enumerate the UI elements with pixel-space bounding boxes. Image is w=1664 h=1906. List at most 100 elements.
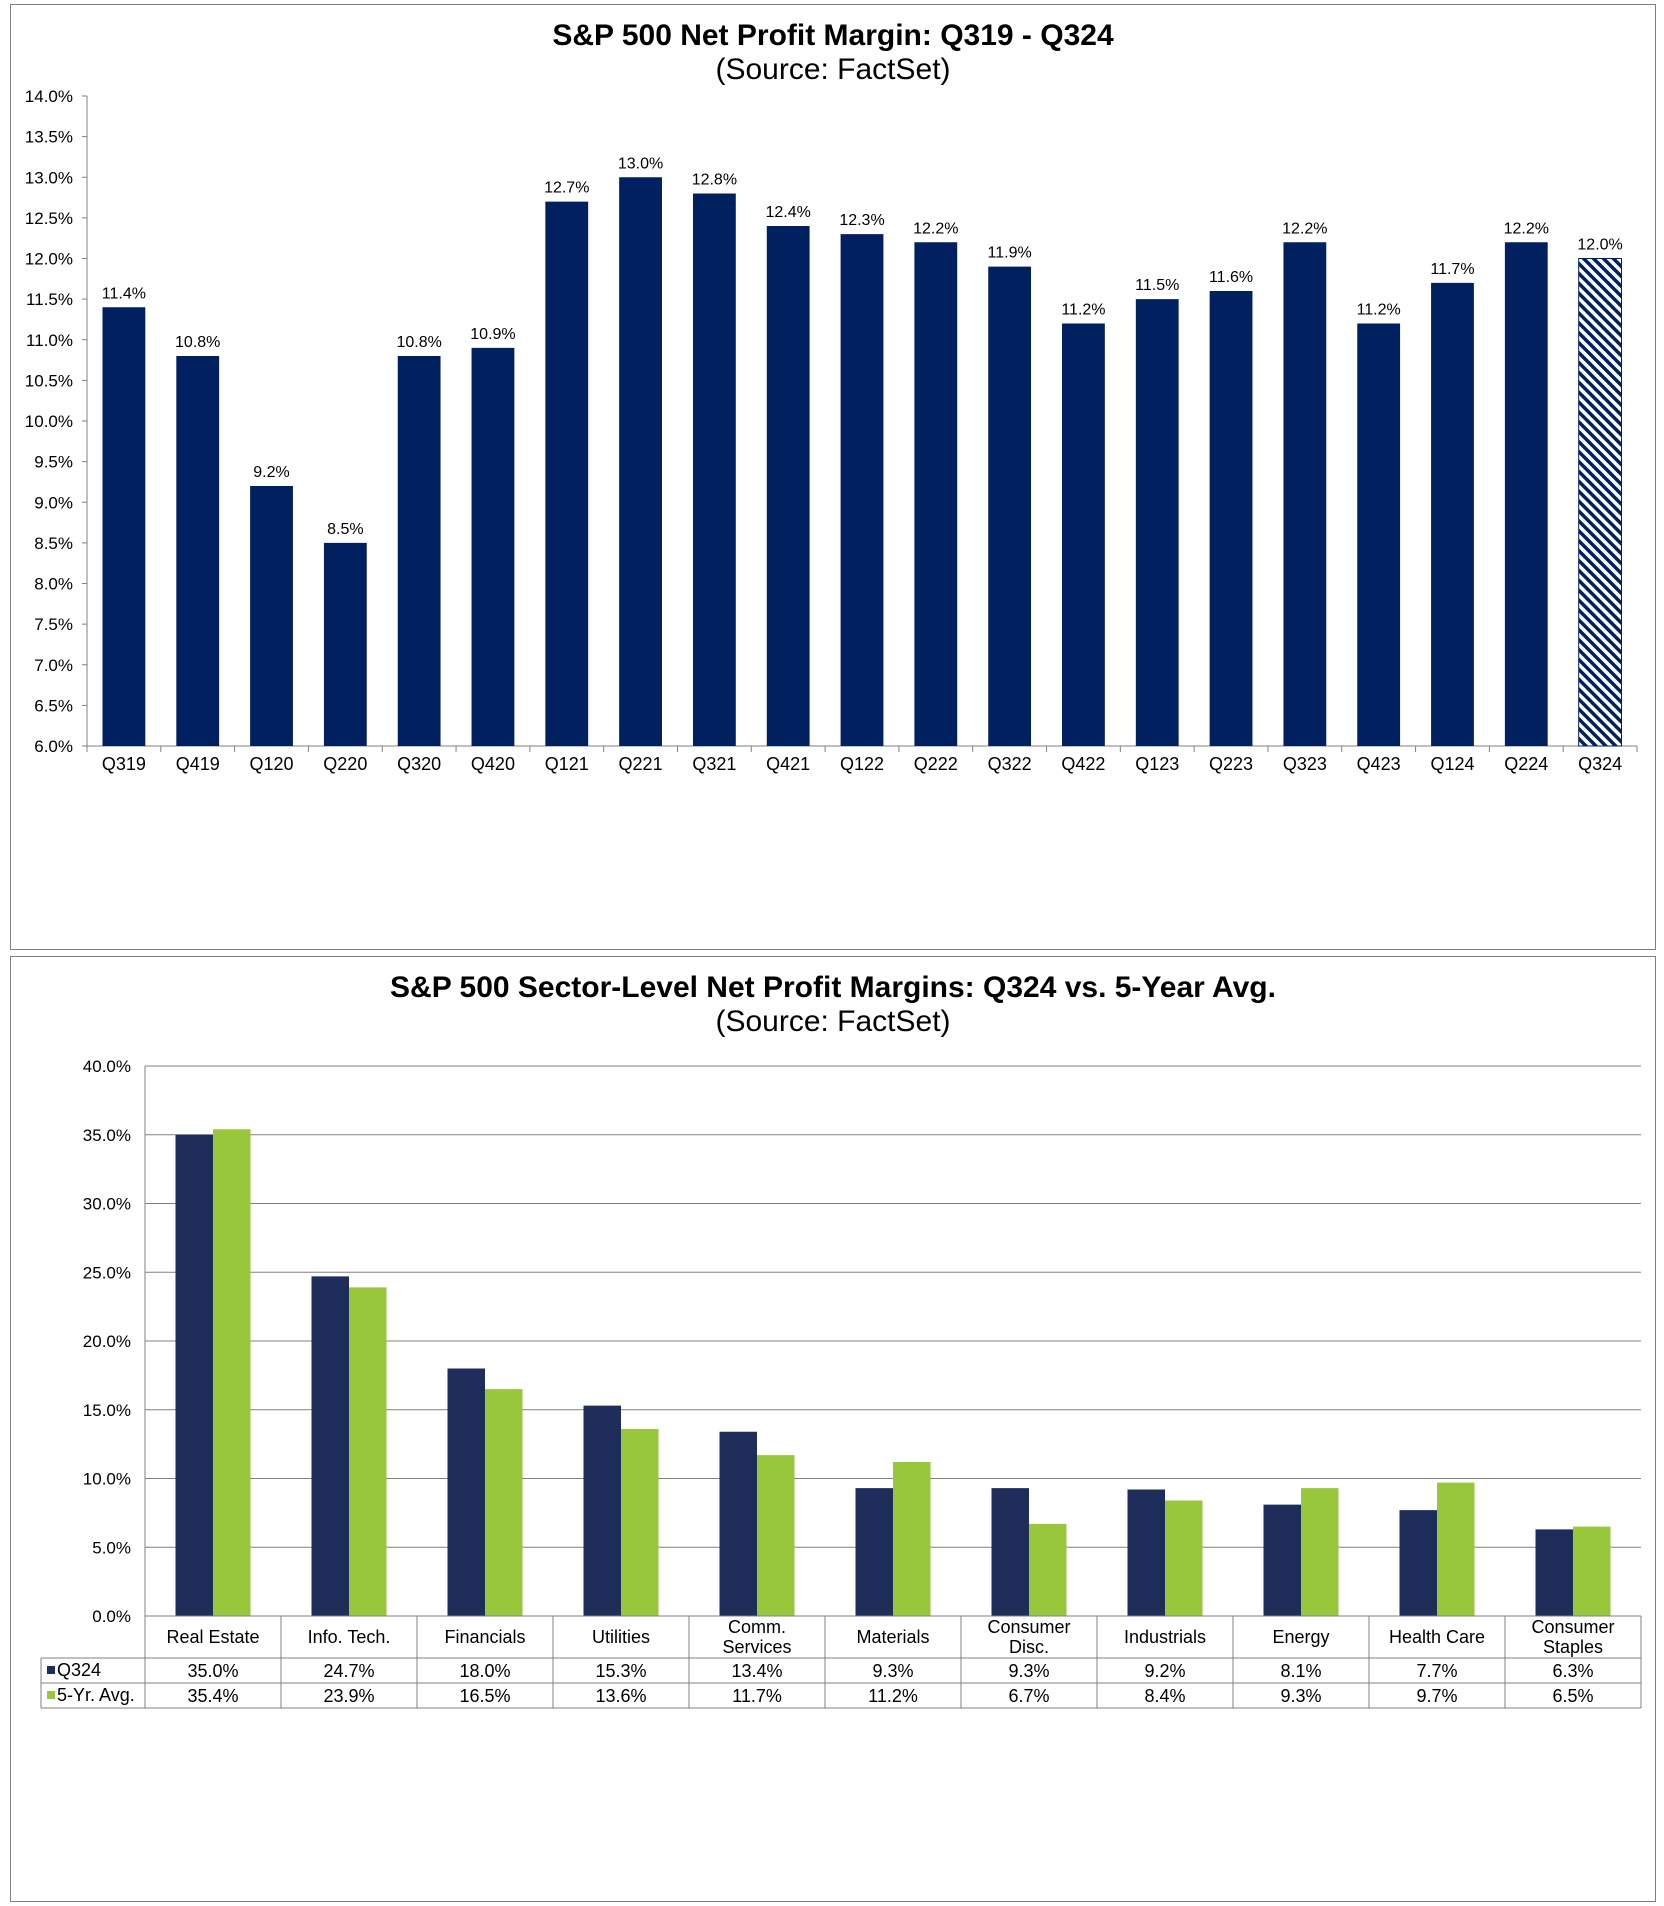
chart2-legend-label: Q324 xyxy=(57,1660,101,1680)
chart1-bar xyxy=(176,356,220,746)
chart2-bar-q324 xyxy=(855,1488,893,1616)
chart2-legend-key-q324 xyxy=(47,1666,55,1674)
chart2-table-value: 16.5% xyxy=(459,1686,510,1706)
chart2-table-value: 9.3% xyxy=(1008,1661,1049,1681)
chart1-y-tick-label: 11.0% xyxy=(26,331,73,350)
chart1-category-label: Q221 xyxy=(619,754,663,774)
chart1-category-label: Q220 xyxy=(323,754,367,774)
chart2-category-label: Info. Tech. xyxy=(308,1627,391,1647)
chart2-table-value: 6.7% xyxy=(1008,1686,1049,1706)
chart2-category-label: Financials xyxy=(444,1627,525,1647)
chart1-bar xyxy=(1578,258,1622,747)
chart1-category-label: Q422 xyxy=(1061,754,1105,774)
chart1-bar xyxy=(692,193,736,746)
chart1-data-label: 8.5% xyxy=(327,521,363,538)
chart2-table-value: 9.2% xyxy=(1144,1661,1185,1681)
chart1-data-label: 12.3% xyxy=(839,212,884,229)
chart2-table-value: 13.4% xyxy=(731,1661,782,1681)
chart1-category-label: Q122 xyxy=(840,754,884,774)
chart2-table-value: 11.7% xyxy=(732,1686,782,1706)
chart1-category-label: Q321 xyxy=(692,754,736,774)
chart1-data-label: 12.2% xyxy=(1282,220,1327,237)
chart2-subtitle: (Source: FactSet) xyxy=(715,1005,950,1038)
chart2-bar-5yr-avg xyxy=(1573,1526,1611,1616)
chart2-bar-5yr-avg xyxy=(893,1462,931,1616)
chart1-bar xyxy=(1431,282,1474,746)
chart2-bar-q324 xyxy=(991,1488,1029,1616)
chart2-bar-q324 xyxy=(1127,1489,1165,1616)
chart1-category-label: Q223 xyxy=(1209,754,1253,774)
chart2-table-value: 18.0% xyxy=(459,1661,510,1681)
chart1-bar xyxy=(1062,323,1105,746)
chart2-y-tick-label: 30.0% xyxy=(83,1195,131,1214)
chart1-data-label: 11.9% xyxy=(988,245,1032,262)
chart1-category-label: Q419 xyxy=(176,754,220,774)
chart2-category-label: Utilities xyxy=(592,1627,650,1647)
chart1-y-tick-label: 7.5% xyxy=(34,615,73,634)
chart2-table-value: 8.4% xyxy=(1144,1686,1185,1706)
chart2-bar-5yr-avg xyxy=(1437,1482,1475,1616)
chart1-bar xyxy=(1283,242,1327,746)
chart-panel-net-profit-margin: S&P 500 Net Profit Margin: Q319 - Q324 (… xyxy=(10,4,1656,950)
chart1-bar xyxy=(397,356,441,746)
chart1-data-label: 11.2% xyxy=(1061,302,1105,319)
chart2-bar-5yr-avg xyxy=(1165,1500,1203,1616)
chart1-category-label: Q124 xyxy=(1430,754,1474,774)
chart1-data-label: 11.2% xyxy=(1357,302,1401,319)
chart2-table-value: 23.9% xyxy=(323,1686,374,1706)
chart1-category-label: Q421 xyxy=(766,754,810,774)
chart1-y-tick-label: 7.0% xyxy=(34,656,73,675)
chart1-bar xyxy=(471,347,515,746)
chart1-category-label: Q123 xyxy=(1135,754,1179,774)
chart1-bar xyxy=(914,242,958,746)
chart1-y-tick-label: 13.0% xyxy=(25,168,73,187)
chart1-bar xyxy=(619,177,662,746)
chart1-y-tick-label: 6.5% xyxy=(34,696,73,715)
chart1-y-tick-label: 13.5% xyxy=(25,128,73,147)
chart2-table-value: 6.3% xyxy=(1552,1661,1593,1681)
sector-margins-chart: S&P 500 Sector-Level Net Profit Margins:… xyxy=(40,971,1642,1709)
chart2-category-label: Materials xyxy=(856,1627,929,1647)
chart2-bar-5yr-avg xyxy=(213,1129,251,1616)
chart1-y-tick-label: 6.0% xyxy=(34,737,73,756)
chart2-table-value: 9.3% xyxy=(1280,1686,1321,1706)
chart2-table-value: 35.4% xyxy=(187,1686,238,1706)
chart1-category-label: Q224 xyxy=(1504,754,1548,774)
chart2-y-tick-label: 40.0% xyxy=(83,1057,131,1076)
chart1-category-label: Q320 xyxy=(397,754,441,774)
chart1-bar xyxy=(1135,299,1179,746)
chart2-table-value: 8.1% xyxy=(1280,1661,1321,1681)
chart2-bar-5yr-avg xyxy=(757,1455,795,1616)
chart2-bar-q324 xyxy=(1263,1504,1301,1616)
chart1-data-label: 12.2% xyxy=(913,220,958,237)
chart1-subtitle: (Source: FactSet) xyxy=(715,53,950,86)
chart1-y-tick-label: 10.0% xyxy=(25,412,73,431)
chart1-category-label: Q121 xyxy=(545,754,589,774)
chart2-table-value: 15.3% xyxy=(595,1661,646,1681)
chart1-data-label: 9.2% xyxy=(253,464,289,481)
chart2-table-value: 24.7% xyxy=(323,1661,374,1681)
chart1-bar xyxy=(988,266,1032,746)
chart2-bar-5yr-avg xyxy=(1301,1488,1339,1616)
chart2-bar-5yr-avg xyxy=(621,1429,659,1616)
chart1-y-tick-label: 10.5% xyxy=(25,371,73,390)
chart2-bar-5yr-avg xyxy=(485,1389,523,1616)
chart2-bar-q324 xyxy=(1399,1510,1437,1616)
chart1-axes: 6.0% 6.5% 7.0% 7.5% 8.0% 8.5% 9.0% 9.5% 10.0% 10.… xyxy=(25,87,1638,774)
chart1-data-label: 10.9% xyxy=(470,326,515,343)
chart2-bar-q324 xyxy=(583,1405,621,1616)
chart2-table-value: 6.5% xyxy=(1552,1686,1593,1706)
chart1-data-label: 11.4% xyxy=(102,285,146,302)
chart1-bar xyxy=(250,486,293,746)
chart1-title: S&P 500 Net Profit Margin: Q319 - Q324 xyxy=(552,19,1114,52)
chart2-bar-q324 xyxy=(175,1134,213,1616)
net-profit-margin-chart: S&P 500 Net Profit Margin: Q319 - Q324 (… xyxy=(25,19,1638,774)
chart2-table-value: 7.7% xyxy=(1416,1661,1457,1681)
chart2-bar-q324 xyxy=(1535,1529,1573,1616)
chart2-category-label: Disc. xyxy=(1009,1637,1049,1657)
chart2-bar-5yr-avg xyxy=(349,1287,387,1616)
chart2-y-tick-label: 15.0% xyxy=(83,1401,131,1420)
chart1-data-label: 13.0% xyxy=(618,155,663,172)
chart1-y-tick-label: 12.5% xyxy=(25,209,73,228)
chart1-bar xyxy=(1504,242,1548,746)
